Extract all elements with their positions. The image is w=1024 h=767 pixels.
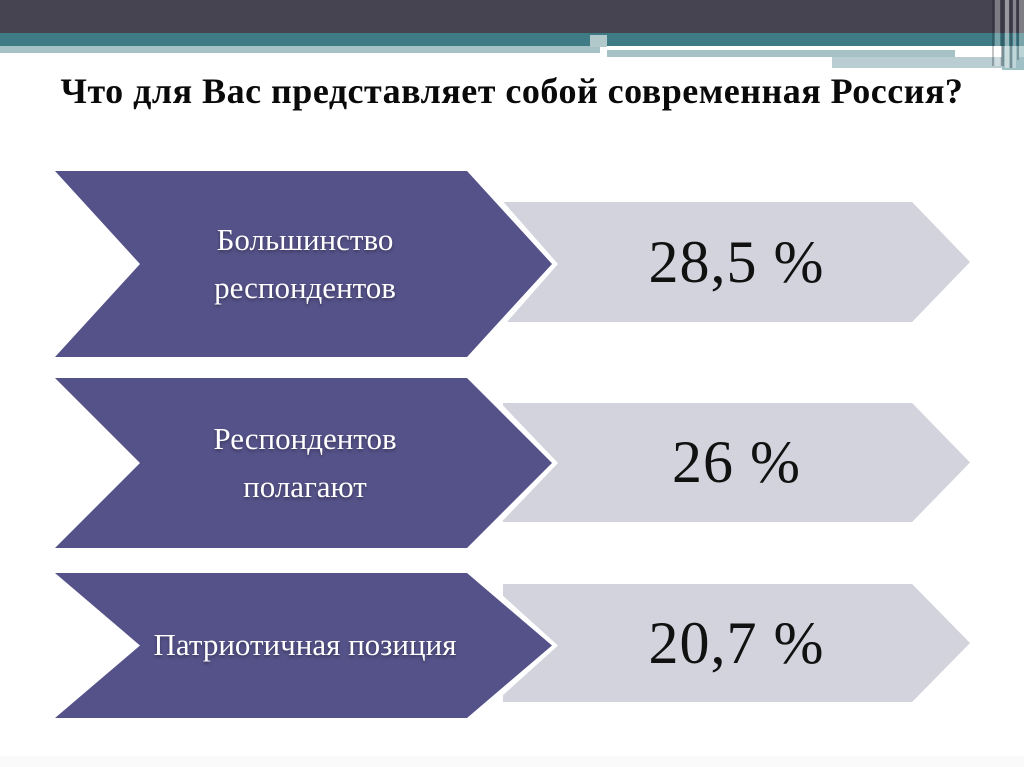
header-teal-bar	[0, 33, 1024, 46]
edge-stripe	[1017, 0, 1019, 60]
header-teal-square	[590, 35, 607, 47]
value-label: 20,7 %	[503, 584, 970, 702]
header-white-line	[607, 46, 950, 50]
edge-stripe	[1013, 0, 1016, 68]
category-label: Патриотичная позиция	[150, 573, 460, 718]
category-label-text: Большинство респондентов	[214, 221, 396, 305]
category-label: Большинство респондентов	[150, 171, 460, 357]
footer-strip	[0, 756, 1024, 767]
edge-stripe	[1001, 0, 1004, 66]
value-label-text: 26 %	[672, 429, 801, 495]
category-label: Респондентов полагают	[150, 378, 460, 548]
value-label-text: 20,7 %	[648, 609, 825, 676]
header-light-teal-band-mid	[607, 50, 955, 57]
category-label-text: Респондентов полагают	[213, 420, 397, 504]
edge-stripe	[992, 0, 994, 66]
value-arrow-shape	[503, 403, 970, 522]
value-label-text: 28,5 %	[648, 228, 825, 295]
value-label: 28,5 %	[503, 202, 970, 322]
header-light-teal-band-left	[0, 46, 600, 53]
slide-title: Что для Вас представляет собой современн…	[60, 71, 964, 111]
edge-stripe	[1005, 0, 1009, 68]
edge-stripe	[995, 0, 1000, 66]
value-arrow-shape	[503, 584, 970, 702]
edge-stripe	[1010, 0, 1012, 68]
category-label-text: Патриотичная позиция	[153, 627, 457, 663]
value-arrow-shape	[503, 202, 970, 322]
value-label: 26 %	[503, 403, 970, 522]
edge-stripe	[1019, 0, 1024, 57]
header-teal-block-right	[1002, 46, 1024, 70]
header-dark-bar	[0, 0, 1024, 33]
header-light-teal-band-right	[832, 57, 1024, 68]
